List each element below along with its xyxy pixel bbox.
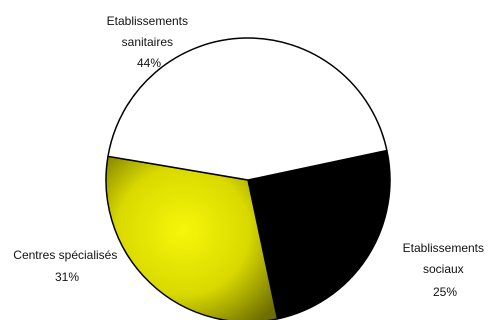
label-centres-pct: 31% — [55, 270, 79, 284]
label-etablissements-sanitaires: Etablissements sanitaires 44% — [107, 14, 192, 70]
label-sociaux-line2: sociaux — [423, 262, 464, 276]
label-sociaux-pct: 25% — [433, 285, 457, 299]
label-centres-specialises: Centres spécialisés 31% — [13, 248, 120, 284]
pie-slices — [105, 37, 391, 320]
label-sociaux-line1: Etablissements — [403, 241, 484, 255]
slice-etablissements-sociaux — [247, 149, 391, 320]
label-sanitaires-line1: Etablissements — [107, 14, 188, 28]
label-centres-line1: Centres spécialisés — [13, 248, 117, 262]
label-etablissements-sociaux: Etablissements sociaux 25% — [403, 241, 488, 299]
label-sanitaires-line2: sanitaires — [122, 35, 173, 49]
slice-centres-specialises — [105, 155, 279, 320]
slice-etablissements-sanitaires — [107, 37, 388, 181]
label-sanitaires-pct: 44% — [137, 56, 161, 70]
